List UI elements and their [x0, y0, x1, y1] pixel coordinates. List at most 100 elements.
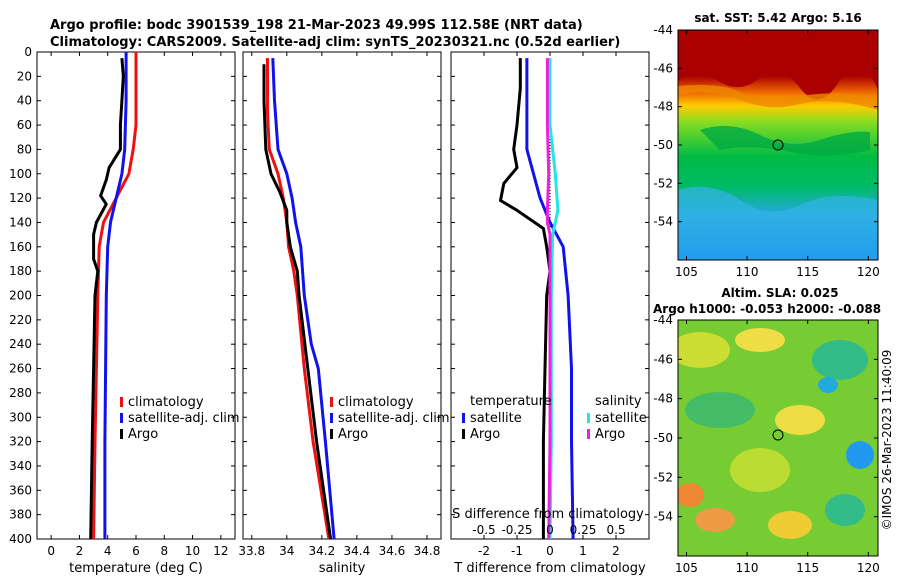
series-line-satellite-adj-clim [103, 52, 128, 539]
sla-patch [685, 392, 755, 428]
map-y-tick-label: -52 [653, 176, 673, 190]
x-tick-label: 12 [213, 544, 228, 558]
series-line-climatology [92, 52, 138, 540]
x-tick-label: 34 [279, 544, 294, 558]
title-line-1: Argo profile: bodc 3901539_198 21-Mar-20… [50, 18, 583, 33]
sla-patch [775, 405, 825, 435]
sla-patch [825, 494, 865, 526]
x-tick-label: 8 [160, 544, 168, 558]
sla-patch [846, 441, 874, 469]
map-x-tick-label: 115 [796, 265, 819, 279]
secondary-tick-label: 0.25 [570, 523, 597, 537]
sla-map: Altim. SLA: 0.025 Argo h1000: -0.053 h20… [653, 286, 881, 575]
legend-label-satellite: satellite-adj. clim [128, 411, 240, 426]
y-tick-label: 80 [17, 142, 32, 156]
legend-header-temperature: temperature [470, 394, 552, 409]
y-tick-label: 60 [17, 118, 32, 132]
map-x-tick-label: 115 [796, 561, 819, 575]
map-y-tick-label: -48 [653, 100, 673, 114]
sla-patch [730, 448, 790, 492]
legend-label-climatology: climatology [338, 395, 414, 410]
sst-green-patch [700, 126, 870, 156]
sla-patch [695, 508, 735, 532]
temperature-panel: 0204060801001201401601802002202402602803… [9, 45, 236, 576]
salinity-legend: climatology satellite-adj. clim Argo [330, 395, 450, 442]
map-y-tick-label: -44 [653, 23, 673, 37]
legend-label-argo: Argo [128, 427, 158, 442]
x-tick-label: -1 [511, 544, 523, 558]
sst-cold-region [678, 186, 878, 260]
map-y-tick-label: -46 [653, 61, 673, 75]
salinity-panel: 33.8 34 34.2 34.4 34.6 34.8 salinity [238, 51, 442, 576]
legend-label-temp-argo: Argo [470, 427, 500, 442]
difference-panel: -2 -1 0 1 2 T difference from climatology [450, 51, 650, 576]
sst-warm-region [678, 30, 878, 100]
legend-swatch-climatology [330, 397, 333, 407]
sla-patch [735, 328, 785, 352]
x-tick-label: 34.4 [344, 544, 371, 558]
secondary-tick-label: -0.5 [472, 523, 495, 537]
secondary-tick-label: -0.25 [501, 523, 532, 537]
x-axis-label: T difference from climatology [453, 561, 646, 576]
sla-patch [768, 511, 812, 539]
y-tick-label: 380 [9, 508, 32, 522]
legend-label-satellite: satellite-adj. clim [338, 411, 450, 426]
x-tick-label: 2 [76, 544, 84, 558]
map-y-tick-label: -44 [653, 313, 673, 327]
y-tick-label: 40 [17, 94, 32, 108]
credit-text: ©IMOS 26-Mar-2023 11:40:09 [880, 350, 894, 531]
map-x-tick-label: 120 [857, 561, 880, 575]
x-tick-label: 34.6 [379, 544, 406, 558]
legend-swatch-temp-argo [462, 429, 465, 439]
y-tick-label: 340 [9, 459, 32, 473]
legend-label-argo: Argo [338, 427, 368, 442]
legend-label-climatology: climatology [128, 395, 204, 410]
secondary-tick-label: 0.5 [606, 523, 625, 537]
sla-patch [812, 340, 868, 380]
x-tick-label: 2 [612, 544, 620, 558]
sla-argo-marker [772, 429, 784, 441]
legend-label-sal-argo: Argo [595, 427, 625, 442]
series-line-temperature-argo [499, 58, 552, 539]
x-tick-label: 10 [185, 544, 200, 558]
series-line-temperature-satellite [525, 58, 575, 540]
y-tick-label: 220 [9, 313, 32, 327]
x-tick-label: 0 [546, 544, 554, 558]
x-tick-label: 1 [579, 544, 587, 558]
sla-patch [678, 483, 704, 507]
secondary-axis-ticks: -0.5 -0.25 0 0.25 0.5 [472, 523, 625, 537]
legend-swatch-climatology [120, 397, 123, 407]
x-tick-label: -2 [478, 544, 490, 558]
secondary-axis-label: S difference from climatology [452, 507, 644, 522]
sst-front-region [678, 84, 878, 110]
sla-map-title-2: Argo h1000: -0.053 h2000: -0.088 [653, 302, 881, 316]
legend-swatch-argo [120, 429, 123, 439]
y-tick-label: 320 [9, 435, 32, 449]
series-line-salinity-argo [545, 58, 552, 540]
y-tick-label: 200 [9, 289, 32, 303]
temperature-legend: climatology satellite-adj. clim Argo [120, 395, 240, 442]
y-tick-label: 400 [9, 532, 32, 546]
sla-map-ticks: -44 -46 -48 -50 -52 -54 105 110 115 120 [653, 313, 879, 575]
x-tick-label: 4 [104, 544, 112, 558]
y-tick-label: 280 [9, 386, 32, 400]
map-y-tick-label: -52 [653, 470, 673, 484]
map-x-tick-label: 110 [736, 265, 759, 279]
sla-patch [678, 332, 730, 368]
x-tick-label: 6 [132, 544, 140, 558]
y-tick-label: 100 [9, 167, 32, 181]
title-line-2: Climatology: CARS2009. Satellite-adj cli… [50, 35, 620, 50]
legend-swatch-sal-satellite [587, 413, 590, 423]
x-axis-label: temperature (deg C) [69, 561, 203, 576]
map-y-tick-label: -54 [653, 510, 673, 524]
map-y-tick-label: -50 [653, 431, 673, 445]
y-tick-label: 140 [9, 215, 32, 229]
map-x-tick-label: 105 [675, 561, 698, 575]
sst-map-ticks: -44 -46 -48 -50 -52 -54 105 110 115 120 [653, 23, 879, 279]
y-tick-label: 260 [9, 362, 32, 376]
map-y-tick-label: -46 [653, 352, 673, 366]
map-y-tick-label: -54 [653, 215, 673, 229]
sst-map-title: sat. SST: 5.42 Argo: 5.16 [694, 11, 861, 25]
x-tick-label: 0 [47, 544, 55, 558]
